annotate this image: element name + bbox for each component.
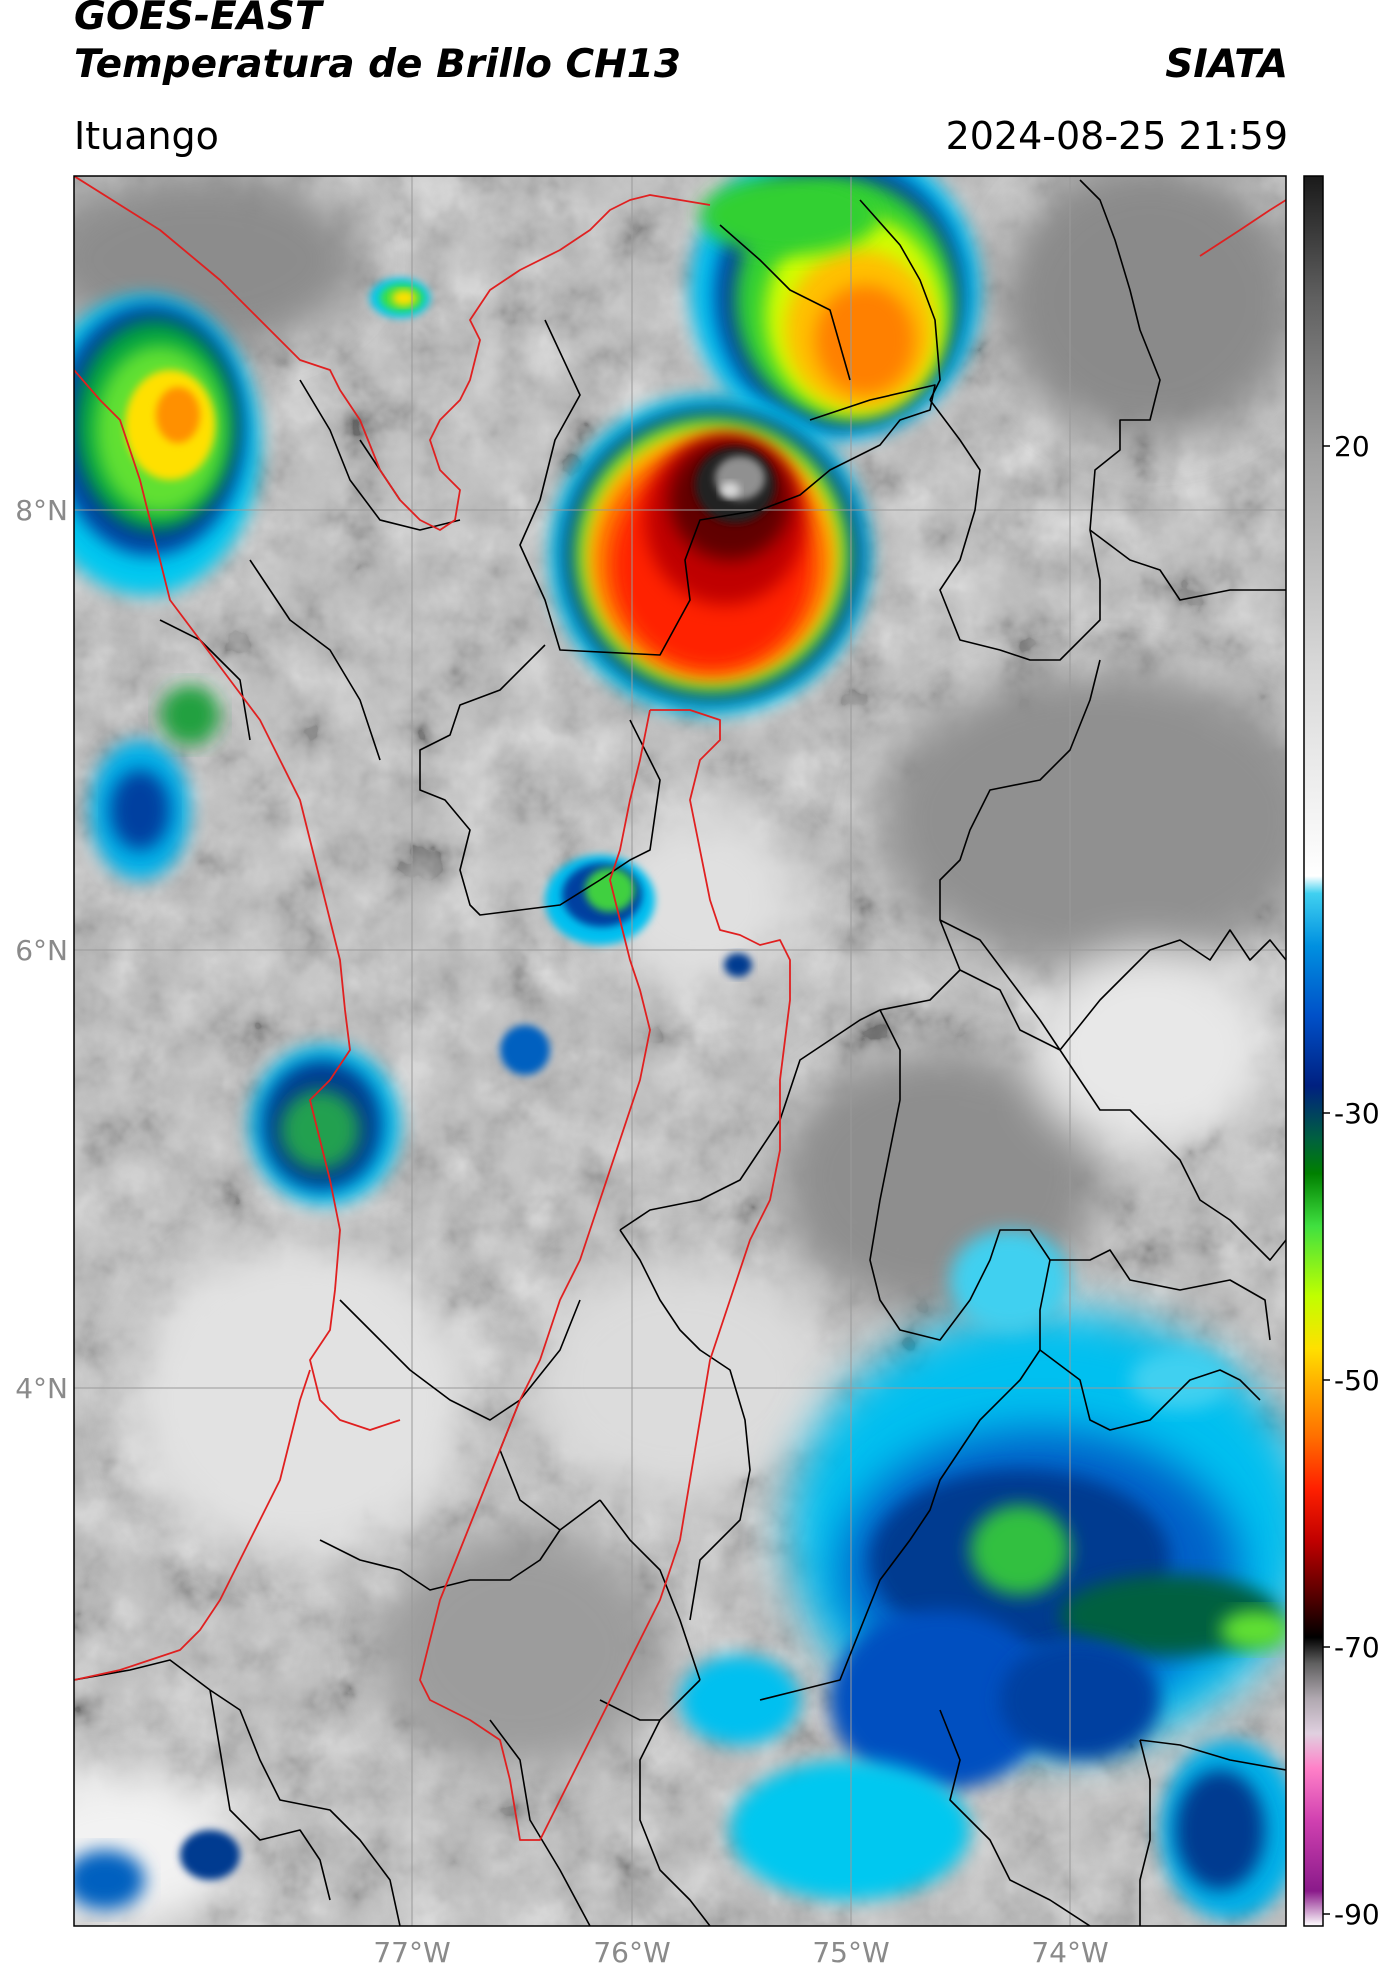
lat-label: 6°N bbox=[15, 934, 68, 967]
organization-label: SIATA bbox=[1165, 42, 1288, 87]
colorbar-tick-labels: 20 -30 -50 -70 -90 bbox=[1334, 430, 1380, 1931]
map-frame bbox=[73, 175, 1287, 1927]
colorbar-tick-label: -70 bbox=[1334, 1631, 1380, 1664]
national-borders bbox=[74, 176, 1286, 1841]
gridlines bbox=[74, 176, 1286, 1926]
colorbar-gradient bbox=[1304, 176, 1323, 1926]
lon-label: 75°W bbox=[812, 1936, 889, 1969]
lon-label: 74°W bbox=[1031, 1936, 1108, 1969]
colorbar-frame bbox=[1303, 175, 1324, 1927]
lon-label: 76°W bbox=[593, 1936, 670, 1969]
latitude-labels: 8°N 6°N 4°N bbox=[15, 494, 68, 1405]
colorbar-tick-label: -90 bbox=[1334, 1898, 1380, 1931]
cell-main-deep-convection bbox=[550, 395, 870, 715]
product-title: Temperatura de Brillo CH13 bbox=[74, 42, 682, 87]
location-label: Ituango bbox=[74, 114, 219, 158]
cell-northeast bbox=[690, 176, 980, 440]
colorbar-ticks bbox=[1323, 445, 1330, 1915]
colorbar-tick-label: -30 bbox=[1334, 1097, 1380, 1130]
satellite-title: GOES-EAST bbox=[74, 0, 322, 39]
admin-boundaries bbox=[74, 179, 1286, 1926]
lon-label: 77°W bbox=[373, 1936, 450, 1969]
datetime-label: 2024-08-25 21:59 bbox=[945, 114, 1288, 158]
lat-label: 4°N bbox=[15, 1372, 68, 1405]
colorbar-tick-label: -50 bbox=[1334, 1364, 1380, 1397]
cell-northwest bbox=[74, 295, 260, 595]
cell-west-coast bbox=[250, 1045, 400, 1205]
satellite-imagery bbox=[74, 176, 1286, 1926]
colorbar-tick-label: 20 bbox=[1334, 430, 1370, 463]
colorbar bbox=[1303, 175, 1330, 1927]
lat-label: 8°N bbox=[15, 494, 68, 527]
longitude-labels: 77°W 76°W 75°W 74°W bbox=[373, 1936, 1108, 1969]
cluster-southeast bbox=[680, 1230, 1286, 1920]
